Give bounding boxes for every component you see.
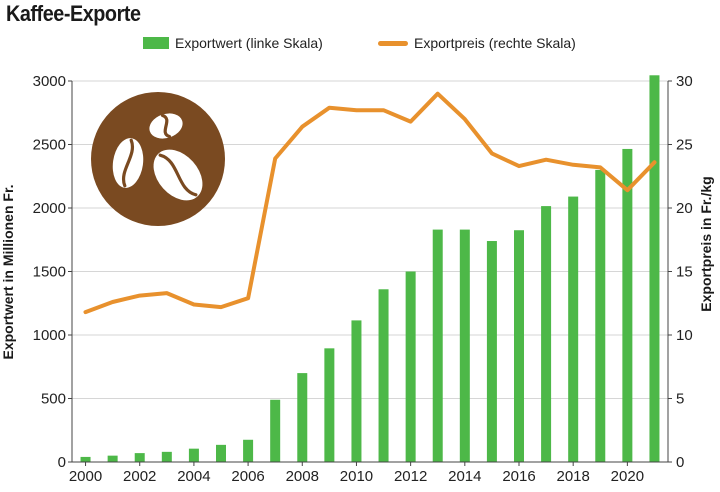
y2-tick-label: 5 (676, 391, 684, 408)
bar (459, 229, 470, 462)
bar (80, 456, 91, 462)
x-tick-label: 2006 (231, 468, 264, 485)
y-tick-label: 2500 (33, 137, 66, 154)
y-tick-label: 1500 (33, 264, 66, 281)
chart-title: Kaffee-Exporte (6, 1, 141, 26)
x-tick-label: 2010 (340, 468, 373, 485)
legend-label-exportpreis: Exportpreis (rechte Skala) (414, 35, 576, 51)
y2-tick-label: 25 (676, 137, 693, 154)
x-tick-label: 2002 (123, 468, 156, 485)
bar (378, 289, 389, 462)
bar (188, 448, 199, 462)
x-tick-label: 2018 (556, 468, 589, 485)
ticks: 0 500 1000 1500 2000 2500 3000 0 5 10 15 20 25 30 2000… (33, 73, 693, 485)
bar (243, 439, 254, 462)
y-tick-label: 3000 (33, 73, 66, 90)
bar (432, 229, 443, 462)
x-tick-label: 2012 (394, 468, 427, 485)
bar (134, 453, 145, 462)
legend-item-exportwert: Exportwert (linke Skala) (143, 35, 323, 51)
bar (405, 271, 416, 462)
bar (649, 75, 660, 462)
bars (80, 75, 660, 462)
y-tick-label: 2000 (33, 200, 66, 217)
bean-crease (158, 153, 198, 197)
bar (161, 451, 172, 462)
bean-right (153, 149, 203, 201)
legend: Exportwert (linke Skala) Exportpreis (re… (0, 34, 720, 56)
y-tick-label: 0 (58, 454, 66, 471)
y-axis-label: Exportwert in Millionen Fr. (0, 184, 16, 359)
y2-tick-label: 30 (676, 73, 693, 90)
y2-axis-label: Exportpreis in Fr./kg (698, 176, 714, 311)
y2-tick-label: 10 (676, 327, 693, 344)
bar (514, 230, 524, 462)
x-tick-label: 2008 (286, 468, 319, 485)
legend-swatch-line (378, 40, 408, 46)
x-tick-label: 2016 (502, 468, 535, 485)
bean-left (112, 138, 144, 188)
bar (324, 348, 335, 462)
bar (297, 373, 308, 462)
bar (622, 148, 633, 462)
bean-top (149, 113, 183, 139)
bar (270, 399, 281, 462)
bar (351, 320, 362, 462)
bar (568, 196, 579, 462)
y-tick-label: 1000 (33, 327, 66, 344)
bean-crease (160, 113, 172, 139)
bar (107, 455, 118, 462)
coffee-beans-icon (91, 92, 225, 226)
bar (216, 444, 226, 462)
price-line (83, 91, 657, 315)
x-tick-label: 2000 (69, 468, 102, 485)
legend-label-exportwert: Exportwert (linke Skala) (175, 35, 323, 51)
x-tick-label: 2020 (611, 468, 644, 485)
bar (541, 206, 552, 462)
y2-tick-label: 15 (676, 264, 693, 281)
bar (486, 241, 497, 462)
x-tick-label: 2004 (177, 468, 210, 485)
legend-swatch-bar (143, 37, 169, 49)
line-layer (83, 91, 657, 315)
bar (595, 169, 606, 462)
legend-item-exportpreis: Exportpreis (rechte Skala) (378, 35, 576, 51)
y2-tick-label: 20 (676, 200, 693, 217)
x-tick-label: 2014 (448, 468, 481, 485)
y-tick-label: 500 (41, 391, 66, 408)
y2-tick-label: 0 (676, 454, 684, 471)
bean-crease (121, 138, 135, 188)
